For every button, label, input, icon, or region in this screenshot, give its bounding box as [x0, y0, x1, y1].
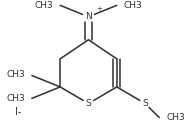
- Text: CH3: CH3: [166, 113, 185, 122]
- Text: S: S: [142, 99, 148, 108]
- Text: I-: I-: [15, 107, 21, 117]
- Text: CH3: CH3: [6, 70, 25, 79]
- Text: CH3: CH3: [6, 94, 25, 103]
- Text: CH3: CH3: [34, 1, 53, 10]
- Text: CH3: CH3: [124, 1, 143, 10]
- Text: N: N: [85, 12, 92, 21]
- Text: S: S: [86, 99, 91, 108]
- Text: +: +: [96, 6, 102, 12]
